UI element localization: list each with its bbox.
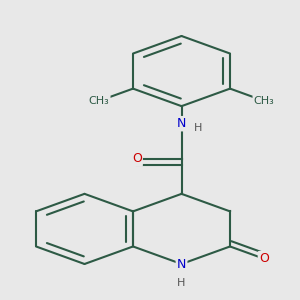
Text: H: H [194, 123, 202, 133]
Text: O: O [132, 152, 142, 165]
Text: O: O [259, 252, 269, 265]
Text: N: N [177, 117, 186, 130]
Text: CH₃: CH₃ [89, 96, 110, 106]
Text: N: N [177, 257, 186, 271]
Text: CH₃: CH₃ [254, 96, 274, 106]
Text: H: H [177, 278, 186, 289]
